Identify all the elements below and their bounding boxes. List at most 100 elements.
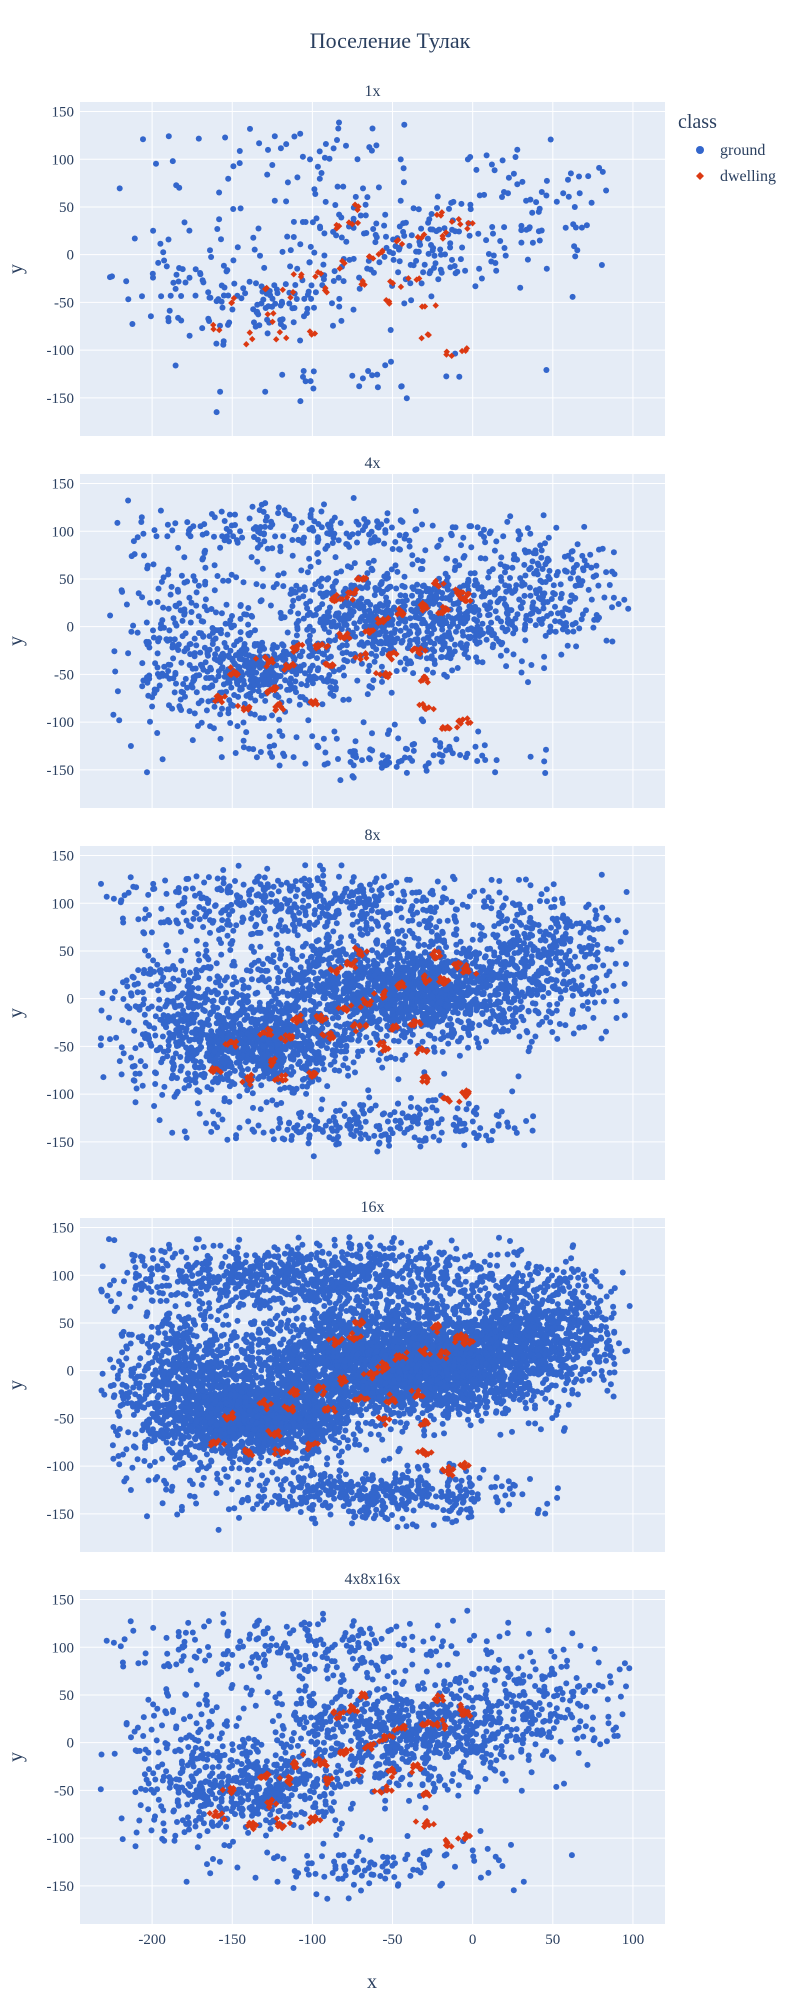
ground-point	[498, 554, 505, 561]
ground-point	[297, 398, 304, 405]
ground-point	[402, 624, 409, 631]
ground-point	[287, 966, 294, 973]
ground-point	[599, 545, 606, 552]
ground-point	[314, 655, 320, 662]
ground-point	[431, 1035, 438, 1042]
dwelling-point	[442, 607, 449, 614]
ground-point	[370, 557, 377, 564]
ground-point	[535, 562, 542, 569]
ground-point	[301, 584, 308, 591]
ground-point	[435, 276, 442, 283]
ground-point	[275, 510, 282, 517]
ground-point	[301, 1075, 308, 1082]
ground-point	[296, 1042, 303, 1049]
ground-point	[425, 634, 432, 641]
ground-point	[342, 1021, 348, 1028]
ground-point	[467, 154, 474, 160]
ground-point	[546, 567, 553, 574]
ground-point	[382, 629, 389, 636]
ground-point	[385, 574, 391, 581]
ground-point	[621, 596, 628, 603]
ground-point	[384, 731, 391, 737]
ground-point	[323, 940, 330, 947]
ground-point	[465, 578, 472, 585]
ground-point	[466, 232, 473, 239]
ground-point	[240, 579, 247, 586]
ground-point	[273, 985, 280, 992]
ground-point	[383, 924, 390, 931]
ground-point	[362, 212, 369, 219]
ground-point	[498, 1028, 505, 1035]
ground-point	[307, 378, 314, 385]
ground-point	[302, 670, 308, 677]
ground-point	[431, 640, 438, 647]
ground-point	[572, 224, 579, 231]
ground-point	[499, 157, 506, 164]
ground-point	[366, 756, 373, 763]
ground-point	[422, 547, 429, 554]
ground-point	[192, 577, 198, 584]
dwelling-point	[448, 352, 455, 360]
ground-point	[259, 565, 266, 572]
y-tick-label: 0	[67, 248, 75, 264]
ground-point	[302, 378, 309, 385]
ground-point	[294, 174, 301, 181]
ground-point	[456, 373, 463, 380]
ground-point	[409, 741, 416, 748]
dwelling-point	[272, 703, 279, 711]
ground-point	[211, 587, 218, 594]
ground-point	[241, 641, 248, 647]
ground-point	[184, 684, 191, 691]
ground-point	[225, 710, 232, 717]
dwelling-point	[365, 627, 372, 634]
dwelling-point	[463, 597, 470, 605]
ground-point	[621, 1012, 628, 1019]
dwelling-point	[227, 664, 234, 671]
ground-point	[365, 668, 372, 674]
ground-point	[254, 301, 261, 308]
ground-point	[610, 549, 617, 556]
ground-point	[419, 583, 426, 589]
ground-point	[399, 1056, 406, 1063]
ground-point	[438, 758, 445, 765]
ground-point	[277, 917, 284, 924]
ground-point	[304, 569, 311, 576]
ground-point	[389, 989, 396, 996]
ground-point	[258, 1082, 265, 1089]
ground-point	[161, 257, 168, 264]
ground-point	[307, 997, 314, 1004]
ground-point	[307, 243, 314, 250]
ground-point	[114, 688, 121, 695]
ground-point	[264, 316, 271, 323]
ground-point	[422, 949, 429, 956]
ground-point	[331, 668, 337, 675]
ground-point	[473, 987, 480, 994]
ground-point	[157, 507, 164, 514]
ground-point	[200, 633, 207, 640]
ground-point	[457, 640, 464, 647]
dwelling-point	[246, 329, 253, 336]
ground-point	[368, 1020, 375, 1027]
ground-point	[562, 568, 569, 575]
ground-point	[573, 643, 580, 650]
dwelling-point	[341, 260, 348, 267]
ground-point	[165, 133, 172, 140]
ground-point	[465, 654, 472, 661]
ground-point	[512, 154, 519, 160]
ground-point	[380, 873, 387, 880]
y-tick-label: 50	[59, 572, 74, 588]
ground-point	[543, 746, 549, 753]
ground-point	[227, 647, 234, 654]
ground-point	[401, 1021, 408, 1028]
ground-point	[139, 594, 146, 601]
ground-point	[548, 596, 555, 602]
ground-point	[558, 651, 565, 658]
ground-point	[165, 571, 172, 578]
ground-point	[449, 256, 455, 263]
ground-point	[485, 251, 492, 257]
ground-point	[414, 630, 421, 637]
ground-point	[517, 284, 524, 291]
ground-point	[188, 609, 195, 615]
ground-point	[569, 621, 576, 628]
ground-point	[356, 618, 363, 625]
